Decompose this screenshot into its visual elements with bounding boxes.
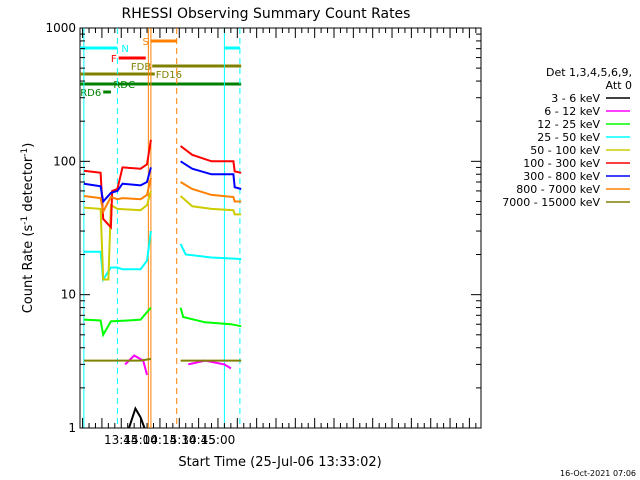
series-line-4 — [179, 195, 242, 216]
state-bars: NF S FDB FD16 RDC RD6 — [80, 37, 242, 99]
x-tick-label: 15:00 — [201, 433, 236, 447]
y-tick-label: 1 — [68, 421, 76, 435]
series-line-8 — [83, 357, 152, 362]
legend-title-line1: Det 1,3,4,5,6,9, — [546, 66, 632, 79]
legend-label: 6 - 12 keV — [544, 105, 600, 118]
x-tick-label: 13:45 — [104, 433, 139, 447]
series-line-2 — [179, 307, 242, 328]
series-line-1 — [124, 354, 148, 376]
y-axis-label-sup1: -1 — [20, 216, 30, 225]
x-tick-label: 14:30 — [162, 433, 197, 447]
vertical-markers — [83, 28, 241, 428]
series-line-5 — [180, 145, 242, 174]
plot-frame — [79, 27, 482, 429]
y-axis-label-sup2: -1 — [20, 148, 30, 157]
series-line-2 — [83, 306, 152, 338]
series-line-6 — [180, 160, 242, 190]
series-lines — [83, 139, 242, 429]
series-line-7 — [180, 181, 242, 203]
legend-label: 12 - 25 keV — [537, 118, 600, 131]
legend-label: 3 - 6 keV — [551, 92, 600, 105]
legend-label: 800 - 7000 keV — [516, 183, 600, 196]
state-bar-label: FDB — [131, 62, 151, 73]
series-line-3 — [179, 243, 242, 260]
y-axis-label-mid: detector — [21, 156, 36, 216]
state-bar-label: RD6 — [80, 88, 101, 99]
series-line-7 — [83, 177, 152, 215]
series-line-4 — [83, 190, 152, 281]
legend-label: 25 - 50 keV — [537, 131, 600, 144]
state-bar-label: FD16 — [156, 70, 182, 81]
legend-label: 50 - 100 keV — [530, 144, 600, 157]
state-bar-label: F — [111, 54, 117, 65]
y-axis-label-main: Count Rate (s — [21, 225, 36, 314]
y-axis-label-end: ) — [21, 143, 36, 148]
y-tick-label: 1000 — [45, 21, 76, 35]
series-line-1 — [188, 359, 232, 370]
legend-label: 100 - 300 keV — [523, 157, 600, 170]
x-tick-label: 14:45 — [181, 433, 216, 447]
x-axis-label: Start Time (25-Jul-06 13:33:02) — [178, 455, 381, 470]
legend-label: 7000 - 15000 keV — [502, 196, 600, 209]
y-tick-label: 100 — [53, 154, 76, 168]
legend-title-line2: Att 0 — [606, 79, 632, 92]
y-tick-label: 10 — [61, 288, 76, 302]
x-tick-label: 14:15 — [143, 433, 178, 447]
x-tick-label: 14:00 — [123, 433, 158, 447]
legend-label: 300 - 800 keV — [523, 170, 600, 183]
state-bar-label: S — [143, 37, 149, 48]
chart-title: RHESSI Observing Summary Count Rates — [122, 6, 411, 22]
timestamp: 16-Oct-2021 07:06 — [560, 469, 636, 478]
y-axis-ticks: 1 10 100 1000 — [45, 21, 481, 435]
state-bar-label: RDC — [113, 80, 135, 91]
y-axis-label: Count Rate (s-1 detector-1) — [20, 143, 36, 314]
series-line-0 — [128, 406, 146, 429]
series-line-6 — [83, 167, 152, 204]
state-bar-label: N — [121, 44, 128, 55]
